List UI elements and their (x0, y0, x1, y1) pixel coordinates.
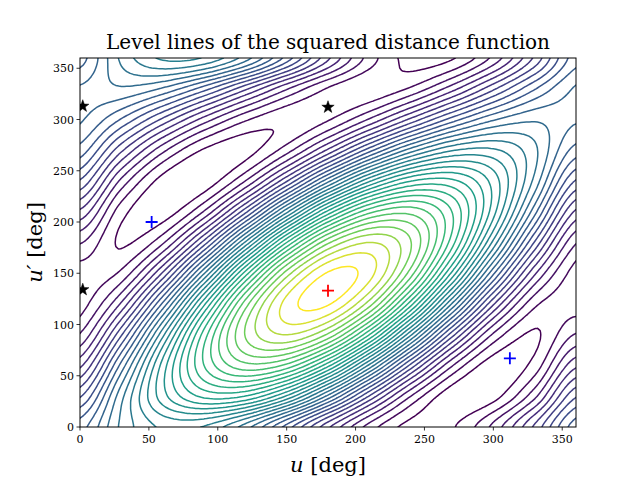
y-tick (77, 68, 81, 69)
x-tick-label: 150 (276, 433, 297, 446)
y-tick-label: 150 (53, 267, 74, 280)
contour-level (80, 58, 576, 427)
x-tick-label: 100 (207, 433, 228, 446)
contour-level (80, 58, 576, 427)
label-unit: [deg] (23, 202, 47, 264)
contour-level (80, 58, 576, 427)
y-tick (77, 324, 81, 325)
contour-level (267, 242, 390, 334)
contour-level (255, 234, 401, 343)
y-tick-label: 350 (53, 62, 74, 75)
x-tick (424, 427, 425, 431)
contour-level (219, 207, 437, 370)
y-tick (77, 427, 81, 428)
contour-level (172, 172, 484, 404)
contour-level (80, 58, 576, 427)
contour-level (80, 58, 576, 427)
star-marker (80, 283, 89, 295)
y-tick-label: 200 (53, 216, 74, 229)
y-tick (77, 119, 81, 120)
y-tick (77, 170, 81, 171)
contour-level (80, 58, 576, 427)
label-symbol: u′ (23, 264, 47, 283)
chart: 0 50 100 150 200 250 300 350 0 50 100 150 200 250 300 3… (0, 0, 640, 480)
plus-marker (146, 216, 158, 228)
y-tick-label: 100 (53, 319, 74, 332)
y-tick (77, 273, 81, 274)
contour-level (80, 58, 576, 427)
contour-level (164, 167, 491, 409)
title: Level lines of the squared distance func… (106, 30, 550, 54)
x-tick-label: 350 (552, 433, 573, 446)
x-tick (148, 427, 149, 431)
star-marker (322, 101, 334, 113)
contour-level (180, 178, 476, 399)
x-tick-label: 200 (345, 433, 366, 446)
contour-level (80, 58, 576, 427)
contour-level (156, 161, 500, 414)
plot-frame (80, 58, 576, 427)
x-tick-label: 300 (483, 433, 504, 446)
contour-level (131, 58, 527, 427)
contour-level (211, 201, 446, 376)
contour-level (280, 253, 377, 325)
x-axis-label: u [deg] (290, 453, 366, 477)
y-axis-label: u′ [deg] (23, 202, 47, 283)
contour-level (245, 227, 412, 350)
plus-marker (504, 352, 516, 364)
label-unit: [deg] (304, 453, 366, 477)
contour-level (203, 195, 454, 381)
x-tick (80, 427, 81, 431)
contour-level (80, 58, 576, 427)
x-tick (355, 427, 356, 431)
y-tick-label: 250 (53, 165, 74, 178)
star-marker (80, 100, 89, 112)
contour-level (148, 155, 509, 420)
contour-lines (80, 58, 576, 427)
contour-level (195, 190, 461, 388)
y-tick-label: 300 (53, 114, 74, 127)
background (0, 0, 640, 480)
contour-level (235, 220, 420, 357)
y-tick-label: 50 (60, 370, 74, 383)
markers (80, 100, 516, 365)
contour-level (187, 184, 469, 393)
x-tick (562, 427, 563, 431)
contour-level (80, 58, 576, 427)
y-tick (77, 222, 81, 223)
contour-level (298, 267, 358, 311)
x-tick-label: 250 (414, 433, 435, 446)
contour-level (80, 58, 576, 427)
x-tick (286, 427, 287, 431)
y-tick-label: 0 (67, 421, 74, 434)
contour-level (80, 58, 576, 427)
contour-level (118, 58, 537, 427)
x-tick (217, 427, 218, 431)
x-tick-label: 0 (77, 433, 84, 446)
contour-level (227, 213, 429, 364)
label-symbol: u (290, 453, 304, 477)
plus-marker (322, 285, 334, 297)
x-tick (493, 427, 494, 431)
contour-level (139, 58, 517, 427)
x-tick-label: 50 (142, 433, 156, 446)
contour-level (108, 58, 550, 427)
y-tick (77, 375, 81, 376)
